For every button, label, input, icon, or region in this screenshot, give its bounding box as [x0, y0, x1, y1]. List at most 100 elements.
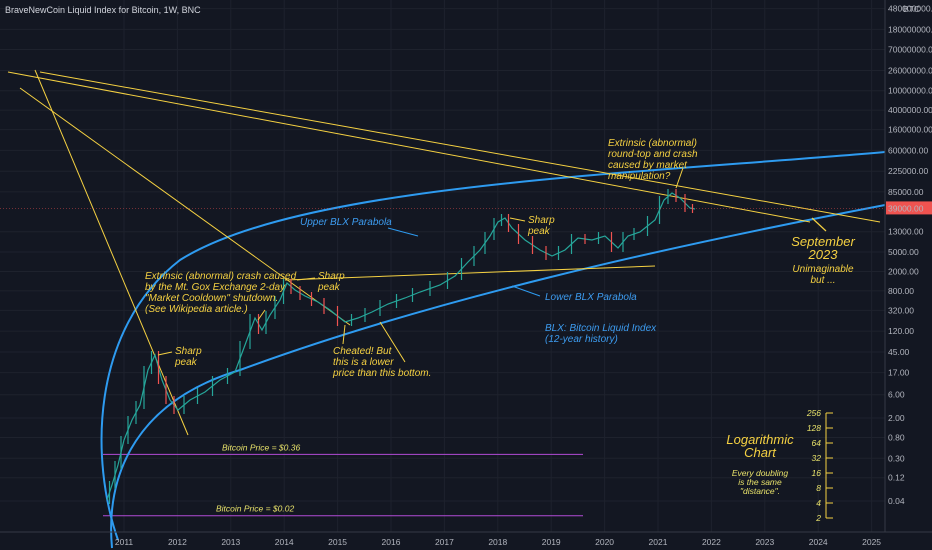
- y-tick-label: 26000000.00: [888, 65, 932, 75]
- mtgox-label: Extrinsic (abnormal) crash caused: [145, 271, 297, 282]
- log-scale-label: 128: [807, 423, 821, 433]
- price-tag: [886, 201, 932, 215]
- log-scale-label: 2: [815, 513, 821, 523]
- mtgox-arrow: [257, 309, 266, 321]
- y-tick-label: 4000000.00: [888, 105, 932, 115]
- chart-title: BraveNewCoin Liquid Index for Bitcoin, 1…: [5, 5, 201, 15]
- y-tick-label: 6.00: [888, 390, 905, 400]
- mtgox-label: (See Wikipedia article.): [145, 304, 248, 315]
- september-arrow: [811, 217, 827, 232]
- cheated-arrow-2: [379, 321, 406, 363]
- price-series-line: [106, 192, 696, 501]
- currency-label: BTC: [903, 4, 920, 14]
- september-label: September: [791, 234, 855, 249]
- extrinsic-top-label: round-top and crash: [608, 149, 698, 160]
- log-note: "distance".: [740, 486, 780, 496]
- log-title: Chart: [744, 445, 777, 460]
- sharp-peak-3-label: Sharp: [528, 215, 555, 226]
- x-tick-label: 2017: [435, 537, 454, 547]
- trend-line: [284, 265, 656, 281]
- x-tick-label: 2011: [115, 537, 134, 547]
- y-tick-label: 13000.00: [888, 227, 924, 237]
- extrinsic-top-arrow: [675, 167, 684, 189]
- y-tick-label: 480000000.00: [888, 4, 932, 14]
- y-tick-label: 70000000.00: [888, 44, 932, 54]
- y-tick-label: 120.00: [888, 326, 914, 336]
- lower-parabola-label: Lower BLX Parabola: [545, 292, 637, 303]
- cheated-label: Cheated! But: [333, 346, 393, 357]
- blx-label: (12-year history): [545, 334, 618, 345]
- blx-label: BLX: Bitcoin Liquid Index: [545, 323, 657, 334]
- lower-parabola: [110, 204, 886, 549]
- log-scale-label: 64: [812, 438, 822, 448]
- plot-area: [7, 69, 886, 549]
- price-tag-label: 39000.00: [888, 203, 924, 213]
- cheated-label: this is a lower: [333, 357, 394, 368]
- y-tick-label: 600000.00: [888, 145, 928, 155]
- x-tick-label: 2016: [382, 537, 401, 547]
- y-tick-label: 5000.00: [888, 247, 919, 257]
- extrinsic-top-label: manipulation?: [608, 171, 671, 182]
- y-tick-label: 180000000.00: [888, 24, 932, 34]
- unimaginable-label: but ...: [810, 275, 835, 286]
- x-tick-label: 2015: [328, 537, 347, 547]
- sharp-peak-2-arrow: [296, 277, 316, 281]
- x-tick-label: 2023: [755, 537, 774, 547]
- y-tick-label: 225000.00: [888, 166, 928, 176]
- y-tick-label: 17.00: [888, 368, 910, 378]
- x-tick-label: 2020: [595, 537, 614, 547]
- trend-line: [39, 71, 881, 223]
- sharp-peak-3-label: peak: [527, 226, 551, 237]
- y-tick-label: 45.00: [888, 347, 910, 357]
- x-tick-label: 2013: [221, 537, 240, 547]
- sharp-peak-2-label: peak: [317, 282, 341, 293]
- hline-label: Bitcoin Price = $0.36: [222, 442, 300, 452]
- y-tick-label: 320.00: [888, 305, 914, 315]
- sharp-peak-1-label: Sharp: [175, 346, 202, 357]
- log-note: Every doubling: [732, 468, 789, 478]
- cheated-arrow-1: [342, 324, 346, 345]
- log-title: Logarithmic: [726, 432, 794, 447]
- y-tick-label: 2.00: [888, 413, 905, 423]
- unimaginable-label: Unimaginable: [792, 264, 854, 275]
- mtgox-label: by the Mt. Gox Exchange 2-day: [145, 282, 286, 293]
- lower-parabola-arrow: [511, 285, 541, 297]
- x-tick-label: 2025: [862, 537, 881, 547]
- y-tick-label: 1600000.00: [888, 125, 932, 135]
- y-tick-label: 0.04: [888, 496, 905, 506]
- y-tick-label: 2000.00: [888, 266, 919, 276]
- annotations: Bitcoin Price = $0.36 Bitcoin Price = $0.…: [145, 138, 855, 523]
- x-tick-label: 2021: [649, 537, 668, 547]
- sharp-peak-3-arrow: [509, 217, 526, 222]
- y-tick-label: 85000.00: [888, 187, 924, 197]
- x-tick-label: 2012: [168, 537, 187, 547]
- hline-label: Bitcoin Price = $0.02: [216, 504, 294, 514]
- x-tick-label: 2022: [702, 537, 721, 547]
- y-tick-label: 10000000.00: [888, 86, 932, 96]
- extrinsic-top-label: Extrinsic (abnormal): [608, 138, 697, 149]
- log-scale-label: 16: [812, 468, 822, 478]
- log-note: is the same: [738, 477, 782, 487]
- x-tick-label: 2024: [809, 537, 828, 547]
- grid: [0, 0, 885, 532]
- y-tick-label: 0.30: [888, 453, 905, 463]
- y-tick-label: 0.12: [888, 473, 905, 483]
- upper-parabola-arrow: [387, 227, 419, 237]
- log-scale-label: 256: [806, 408, 821, 418]
- upper-parabola-label: Upper BLX Parabola: [300, 217, 392, 228]
- mtgox-label: "Market Cooldown" shutdown.: [145, 293, 278, 304]
- cheated-label: price than this bottom.: [332, 368, 431, 379]
- sharp-peak-2-label: Sharp: [318, 271, 345, 282]
- log-scale-label: 8: [816, 483, 821, 493]
- extrinsic-top-label: caused by market: [608, 160, 688, 171]
- september-label: 2023: [808, 247, 839, 262]
- log-scale-label: 32: [812, 453, 822, 463]
- y-tick-label: 800.00: [888, 286, 914, 296]
- log-scale-label: 4: [816, 498, 821, 508]
- trend-line: [19, 87, 351, 326]
- sharp-peak-1-label: peak: [174, 357, 198, 368]
- trend-line: [34, 69, 189, 436]
